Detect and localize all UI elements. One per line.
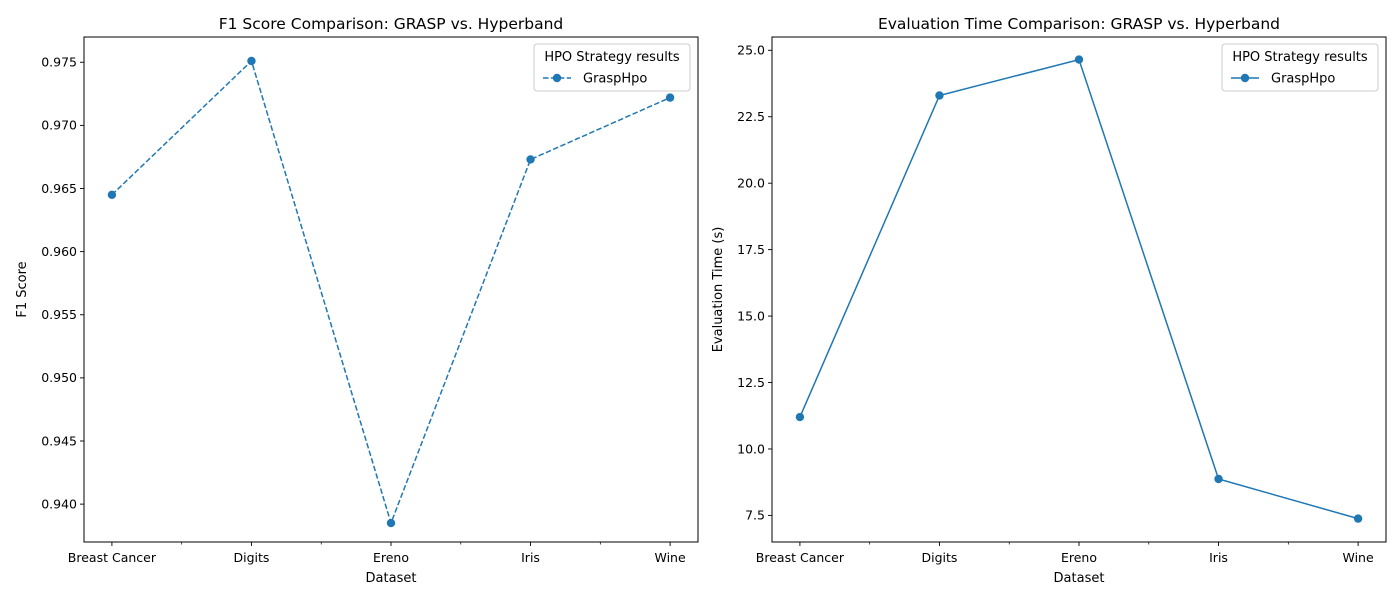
f1-y-tick-label: 0.975 xyxy=(41,55,77,70)
f1-score-chart: F1 Score Comparison: GRASP vs. Hyperband… xyxy=(15,15,699,586)
time-legend-entry: GraspHpo xyxy=(1271,72,1335,87)
eval-time-chart: Evaluation Time Comparison: GRASP vs. Hy… xyxy=(711,15,1387,586)
f1-data-point xyxy=(665,93,675,102)
time-y-tick-label: 7.5 xyxy=(745,508,765,523)
f1-y-tick-label: 0.955 xyxy=(41,307,77,322)
time-data-point xyxy=(1074,55,1084,64)
time-x-ticks: Breast Cancer Digits Ereno Iris Wine xyxy=(756,542,1374,565)
time-chart-title: Evaluation Time Comparison: GRASP vs. Hy… xyxy=(878,15,1280,33)
f1-y-tick-label: 0.945 xyxy=(41,433,77,448)
f1-y-tick-label: 0.940 xyxy=(41,496,77,511)
f1-chart-title: F1 Score Comparison: GRASP vs. Hyperband xyxy=(219,15,564,33)
time-x-tick-label: Digits xyxy=(921,550,957,565)
time-x-axis-label: Dataset xyxy=(1054,571,1105,586)
f1-legend-box xyxy=(533,43,691,92)
time-y-tick-label: 15.0 xyxy=(737,308,765,323)
f1-legend-entry: GraspHpo xyxy=(583,72,647,87)
f1-x-tick-label: Iris xyxy=(521,550,540,565)
f1-y-tick-label: 0.970 xyxy=(41,118,77,133)
f1-legend-marker xyxy=(552,73,562,83)
f1-data-point xyxy=(247,56,256,66)
time-y-tick-label: 10.0 xyxy=(737,441,765,456)
time-data-point xyxy=(1353,514,1363,523)
time-data-point xyxy=(795,412,805,422)
time-legend-marker xyxy=(1240,73,1250,83)
time-plot-area xyxy=(771,36,1387,543)
time-y-axis-label: Evaluation Time (s) xyxy=(711,227,726,353)
time-data-point xyxy=(935,91,944,100)
f1-data-point xyxy=(526,155,535,164)
f1-data-point xyxy=(386,518,396,528)
f1-y-tick-label: 0.965 xyxy=(41,181,77,196)
f1-y-axis-label: F1 Score xyxy=(15,261,30,317)
time-x-tick-label: Iris xyxy=(1209,550,1228,565)
time-y-tick-label: 12.5 xyxy=(737,375,765,390)
f1-x-ticks: Breast Cancer Digits Ereno Iris Wine xyxy=(68,542,686,565)
f1-y-ticks: 0.940 0.945 0.950 0.955 0.960 0.965 0.970 0.975 xyxy=(41,55,84,511)
f1-legend: HPO Strategy results GraspHpo xyxy=(533,43,691,92)
f1-y-tick-label: 0.950 xyxy=(41,370,77,385)
time-x-tick-label: Ereno xyxy=(1061,550,1097,565)
time-y-tick-label: 25.0 xyxy=(737,43,765,58)
time-y-tick-label: 20.0 xyxy=(737,175,765,190)
time-y-tick-label: 17.5 xyxy=(737,242,765,257)
f1-x-tick-label: Digits xyxy=(233,550,269,565)
f1-plot-area xyxy=(83,36,699,543)
time-legend-title: HPO Strategy results xyxy=(1232,50,1368,65)
time-legend-box xyxy=(1221,43,1379,92)
time-x-tick-label: Breast Cancer xyxy=(756,550,845,565)
f1-data-point xyxy=(107,190,117,200)
time-y-ticks: 7.5 10.0 12.5 15.0 17.5 20.0 22.5 25.0 xyxy=(737,43,772,523)
time-legend: HPO Strategy results GraspHpo xyxy=(1221,43,1379,92)
time-y-tick-label: 22.5 xyxy=(737,109,765,124)
f1-series xyxy=(107,56,675,528)
f1-x-tick-label: Wine xyxy=(655,550,686,565)
time-data-point xyxy=(1214,474,1223,484)
f1-x-tick-label: Breast Cancer xyxy=(68,550,157,565)
f1-x-axis-label: Dataset xyxy=(366,571,417,586)
f1-legend-title: HPO Strategy results xyxy=(544,50,680,65)
time-x-tick-label: Wine xyxy=(1343,550,1374,565)
f1-y-tick-label: 0.960 xyxy=(41,244,77,259)
f1-x-tick-label: Ereno xyxy=(373,550,409,565)
time-series xyxy=(795,55,1363,523)
